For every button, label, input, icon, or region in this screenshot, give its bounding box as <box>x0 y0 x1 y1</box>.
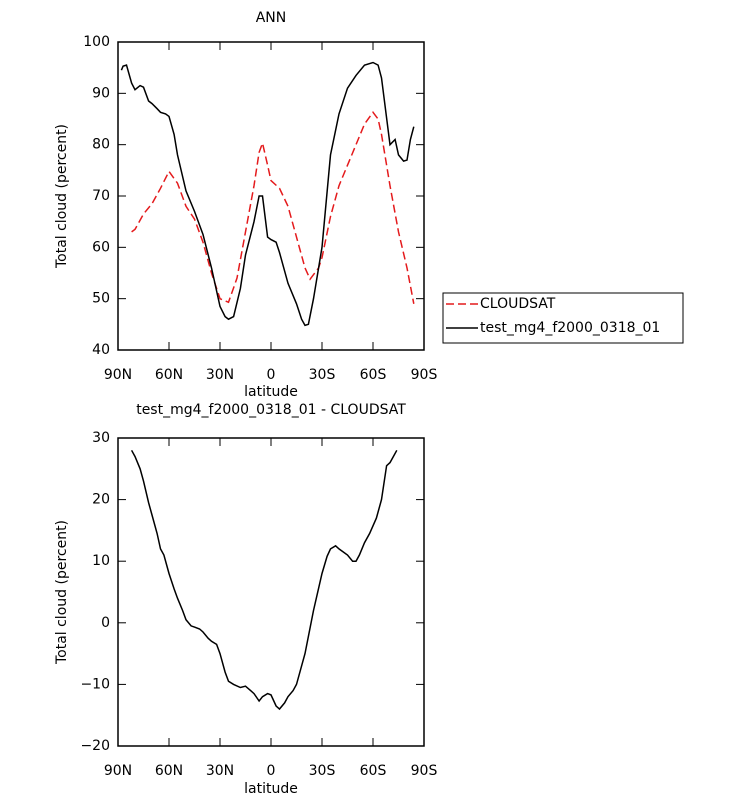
series-line <box>131 111 415 304</box>
y-tick-label: 10 <box>92 553 110 569</box>
y-tick-label: 60 <box>92 239 110 255</box>
x-tick-label: 90S <box>411 367 438 383</box>
x-tick-label: 90N <box>104 367 132 383</box>
y-tick-label: 40 <box>92 342 110 358</box>
x-tick-label: 90S <box>411 763 438 779</box>
legend-label: CLOUDSAT <box>480 296 556 312</box>
y-tick-label: 100 <box>83 34 110 50</box>
y-tick-label: 80 <box>92 137 110 153</box>
x-tick-label: 0 <box>267 367 276 383</box>
y-tick-label: −10 <box>80 676 110 692</box>
plot-frame <box>117 41 425 351</box>
x-axis-label: latitude <box>244 384 298 400</box>
x-tick-label: 30N <box>206 763 234 779</box>
y-axis-label: Total cloud (percent) <box>54 520 70 665</box>
x-tick-label: 60N <box>155 367 183 383</box>
x-tick-label: 90N <box>104 763 132 779</box>
y-tick-label: 30 <box>92 430 110 446</box>
y-tick-label: 20 <box>92 492 110 508</box>
plot-frame <box>117 437 425 747</box>
y-tick-label: −20 <box>80 738 110 754</box>
y-tick-label: 90 <box>92 85 110 101</box>
chart-title: test_mg4_f2000_0318_01 - CLOUDSAT <box>136 402 406 418</box>
x-tick-label: 60S <box>360 763 387 779</box>
x-tick-label: 30S <box>309 763 336 779</box>
y-tick-label: 50 <box>92 291 110 307</box>
chart-title: ANN <box>256 10 287 26</box>
x-tick-label: 0 <box>267 763 276 779</box>
series-line <box>130 449 398 711</box>
series-line <box>120 61 415 327</box>
x-tick-label: 30S <box>309 367 336 383</box>
x-tick-label: 60S <box>360 367 387 383</box>
x-axis-label: latitude <box>244 781 298 797</box>
x-tick-label: 30N <box>206 367 234 383</box>
y-tick-label: 0 <box>101 615 110 631</box>
x-tick-label: 60N <box>155 763 183 779</box>
y-axis-label: Total cloud (percent) <box>54 124 70 269</box>
legend-box <box>442 292 684 344</box>
legend-label: test_mg4_f2000_0318_01 <box>480 320 660 336</box>
y-tick-label: 70 <box>92 188 110 204</box>
